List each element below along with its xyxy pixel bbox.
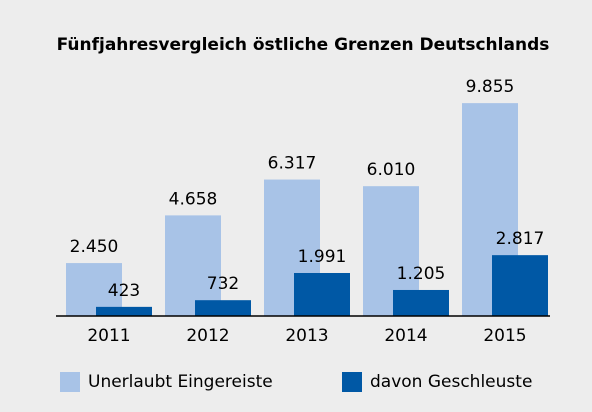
x-tick-label: 2015 [483,326,526,346]
chart-title: Fünfjahresvergleich östliche Grenzen Deu… [57,35,550,55]
bar [294,272,350,316]
value-label: 6.317 [268,154,317,174]
value-label: 1.991 [298,247,347,267]
value-label: 9.855 [466,77,515,97]
value-label: 1.205 [397,264,446,284]
legend-swatch [60,372,80,392]
value-label: 732 [207,274,239,294]
legend-label: Unerlaubt Eingereiste [88,372,273,392]
value-label: 6.010 [367,160,416,180]
bar [96,306,152,316]
bar [165,215,221,316]
x-tick-label: 2011 [87,326,130,346]
value-label: 423 [108,281,140,301]
value-label: 4.658 [169,189,218,209]
legend-swatch [342,372,362,392]
bar [195,300,251,316]
value-label: 2.450 [70,237,119,257]
value-label: 2.817 [496,229,545,249]
bar [492,255,548,316]
legend-label: davon Geschleuste [370,372,532,392]
x-tick-label: 2013 [285,326,328,346]
bar [393,289,449,316]
x-tick-label: 2012 [186,326,229,346]
x-tick-label: 2014 [384,326,427,346]
